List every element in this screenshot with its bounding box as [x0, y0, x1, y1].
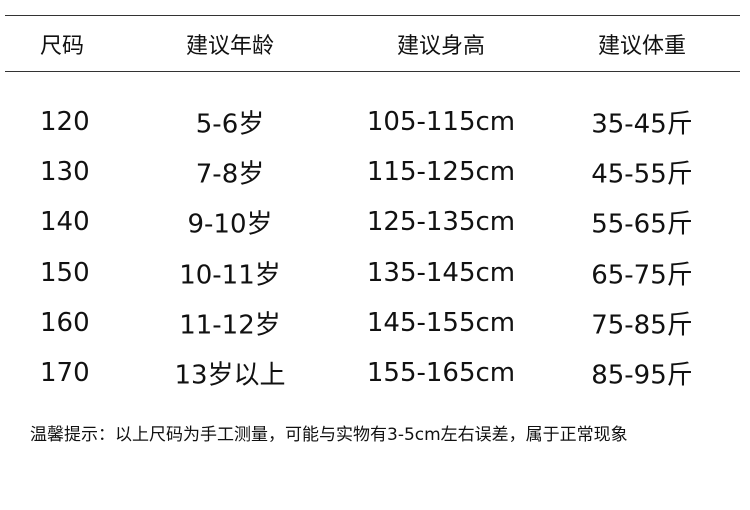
footnote: 温馨提示：以上尺码为手工测量，可能与实物有3-5cm左右误差，属于正常现象	[30, 425, 628, 445]
table-cell: 140	[40, 207, 90, 238]
table-cell: 10-11岁	[179, 260, 281, 291]
header-cell: 尺码	[40, 34, 85, 59]
top-rule	[5, 15, 740, 16]
table-cell: 13岁以上	[174, 360, 286, 391]
table-cell: 75-85斤	[591, 310, 693, 341]
header-cell: 建议年龄	[185, 34, 275, 59]
table-cell: 5-6岁	[195, 109, 265, 140]
table-cell: 130	[40, 157, 90, 188]
header-rule	[5, 71, 740, 72]
table-cell: 85-95斤	[591, 360, 693, 391]
table-cell: 11-12岁	[179, 310, 281, 341]
table-cell: 150	[40, 257, 90, 288]
table-cell: 65-75斤	[591, 260, 693, 291]
header-cell: 建议体重	[597, 34, 687, 59]
table-cell: 135-145cm	[366, 257, 516, 288]
table-cell: 160	[40, 307, 90, 338]
table-cell: 170	[40, 358, 90, 388]
table-cell: 35-45斤	[591, 109, 693, 140]
table-cell: 7-8岁	[195, 159, 265, 190]
table-cell: 105-115cm	[366, 107, 516, 137]
table-cell: 120	[40, 107, 90, 137]
table-cell: 9-10岁	[187, 209, 273, 240]
table-cell: 125-135cm	[366, 207, 516, 238]
table-cell: 45-55斤	[591, 159, 693, 190]
table-cell: 115-125cm	[366, 157, 516, 188]
table-cell: 55-65斤	[591, 209, 693, 240]
table-cell: 155-165cm	[366, 358, 516, 388]
header-cell: 建议身高	[396, 34, 486, 59]
table-cell: 145-155cm	[366, 307, 516, 338]
